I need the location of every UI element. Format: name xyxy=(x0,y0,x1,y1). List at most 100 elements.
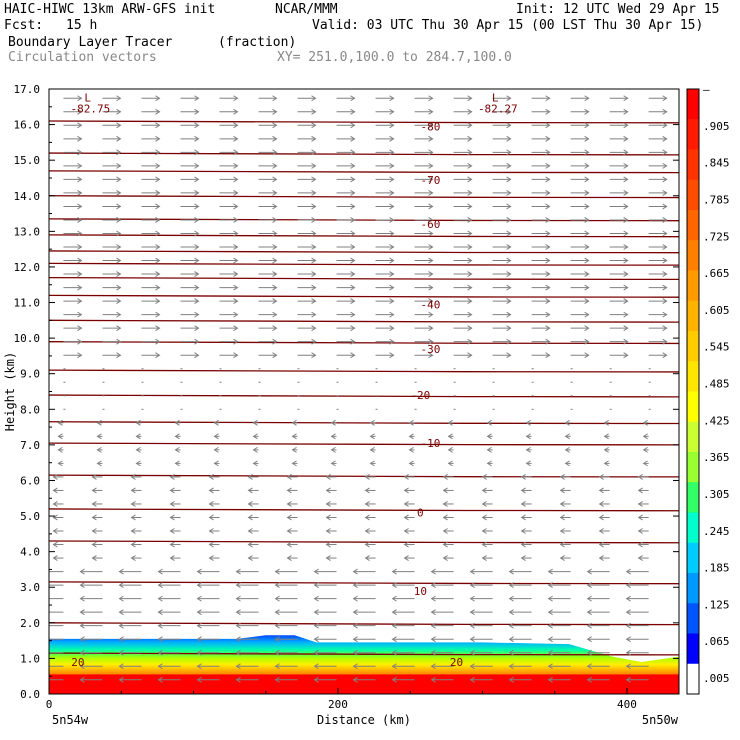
vector-head xyxy=(389,257,395,264)
vector-head xyxy=(352,663,358,670)
vector-head xyxy=(155,162,161,169)
vector-head xyxy=(486,460,492,467)
vector-head xyxy=(389,338,395,345)
vector-head xyxy=(272,284,278,291)
vector-head xyxy=(116,271,122,277)
vector-head xyxy=(233,311,239,318)
vector-head xyxy=(391,676,397,683)
vector-head xyxy=(389,217,395,223)
vector-head xyxy=(545,135,551,142)
vector-head xyxy=(467,298,473,305)
vector-head xyxy=(625,649,631,656)
vector-head xyxy=(584,325,590,332)
vector-head xyxy=(116,338,122,345)
vector-head xyxy=(194,352,200,359)
vector-head xyxy=(547,676,553,683)
vector-head xyxy=(506,352,512,359)
colorbar-cell xyxy=(687,270,699,302)
vector-head xyxy=(135,419,141,426)
isotherm-line xyxy=(49,120,679,124)
colorbar-label: .725 xyxy=(703,230,730,243)
isotherm-label: -70 xyxy=(421,174,441,187)
vector-head xyxy=(623,122,629,129)
vector-head xyxy=(525,419,531,426)
vector-head xyxy=(559,541,565,548)
vector-head xyxy=(350,217,356,223)
vector-head xyxy=(272,230,278,237)
vector-head xyxy=(481,514,487,521)
vector-head xyxy=(77,108,83,115)
vector-head xyxy=(235,636,241,643)
vector-head xyxy=(196,622,202,629)
vector-head xyxy=(155,271,161,277)
vector-head xyxy=(545,257,551,264)
vector-head xyxy=(311,338,317,345)
vector-head xyxy=(389,149,395,156)
isotherm-line xyxy=(49,170,679,174)
colorbar-cell xyxy=(687,633,699,665)
vector-head xyxy=(77,189,83,196)
isotherm-label: -10 xyxy=(421,437,441,450)
vector-head xyxy=(508,622,514,629)
vector-head xyxy=(233,203,239,210)
vector-head xyxy=(623,325,629,332)
colorbar-label: .605 xyxy=(703,304,730,317)
vector-head xyxy=(311,135,317,142)
vector-head xyxy=(118,663,124,670)
vector-head xyxy=(235,609,241,616)
vector-head xyxy=(311,244,317,250)
vector-head xyxy=(564,460,570,467)
vector-head xyxy=(508,568,514,575)
vector-head xyxy=(625,622,631,629)
vector-head xyxy=(350,244,356,250)
vector-head xyxy=(662,338,668,345)
vector-head xyxy=(623,298,629,305)
vector-head xyxy=(330,460,336,467)
vector-head xyxy=(430,568,436,575)
vector-head xyxy=(403,487,409,494)
vector-head xyxy=(350,122,356,129)
vector-head xyxy=(545,122,551,129)
vector-head xyxy=(233,162,239,169)
isotherm-label: -60 xyxy=(421,218,441,231)
vector-head xyxy=(481,528,487,534)
vector-head xyxy=(506,298,512,305)
vector-head xyxy=(272,244,278,250)
colorbar-label: .365 xyxy=(703,451,730,464)
vector-head xyxy=(77,122,83,129)
vector-head xyxy=(545,244,551,250)
vector-head xyxy=(389,108,395,115)
vector-head xyxy=(52,487,58,494)
vector-head xyxy=(520,501,526,507)
vector-head xyxy=(274,663,280,670)
vector-head xyxy=(467,217,473,223)
vector-head xyxy=(391,582,397,589)
vector-head xyxy=(169,528,175,534)
vector-head xyxy=(467,244,473,250)
vector-head xyxy=(642,419,648,426)
isotherm-label: -20 xyxy=(410,389,430,402)
vector-head xyxy=(389,352,395,359)
isotherms xyxy=(49,120,679,656)
vector-head xyxy=(520,528,526,534)
vector-head xyxy=(364,501,370,507)
vector-head xyxy=(584,352,590,359)
vector-head xyxy=(623,217,629,223)
y-tick-label: 7.0 xyxy=(20,439,40,452)
vector-head xyxy=(41,650,45,655)
field-title: Boundary Layer Tracer xyxy=(8,35,173,50)
vector-head xyxy=(130,487,136,494)
vector-head xyxy=(662,135,668,142)
vector-head xyxy=(194,108,200,115)
vector-head xyxy=(135,446,141,453)
colorbar-label: .485 xyxy=(703,378,730,391)
init-time: Init: 12 UTC Wed 29 Apr 15 xyxy=(516,2,720,17)
vector-head xyxy=(169,487,175,494)
vector-head xyxy=(467,122,473,129)
colorbar-cell xyxy=(687,331,699,362)
vector-head xyxy=(196,582,202,589)
vector-head xyxy=(274,636,280,643)
valid-time: Valid: 03 UTC Thu 30 Apr 15 (00 LST Thu … xyxy=(312,18,704,33)
vector-head xyxy=(77,311,83,318)
vector-head xyxy=(408,433,414,440)
